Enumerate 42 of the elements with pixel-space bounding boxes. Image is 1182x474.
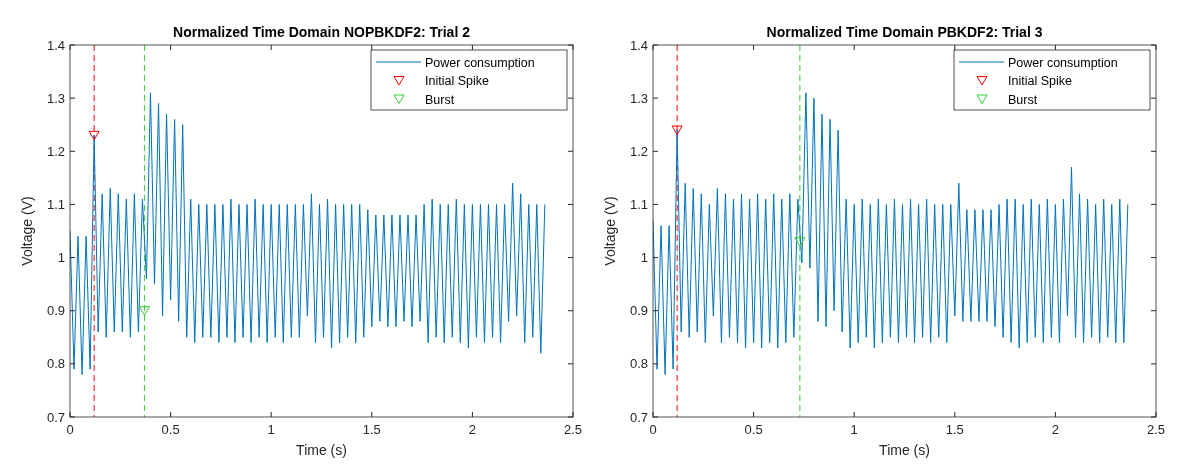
y-tick-label: 0.9 — [46, 303, 65, 319]
y-tick-label: 1 — [640, 250, 648, 266]
y-tick-label: 1.4 — [46, 37, 65, 53]
y-tick-label: 1.1 — [46, 196, 65, 212]
x-tick-label: 0.5 — [744, 422, 763, 437]
legend-label: Power consumption — [425, 55, 535, 70]
x-tick-label: 0 — [66, 422, 74, 437]
y-tick-label: 0.8 — [46, 356, 65, 372]
y-tick-label: 0.9 — [629, 303, 648, 319]
y-tick-label: 0.8 — [629, 356, 648, 372]
y-tick-label: 1.2 — [46, 143, 65, 159]
x-tick-label: 0 — [649, 422, 657, 437]
x-tick-label: 2.5 — [563, 422, 583, 437]
y-tick-label: 1.3 — [629, 90, 648, 106]
legend-label: Burst — [425, 92, 455, 107]
x-tick-label: 1.5 — [945, 422, 964, 437]
y-axis-title: Voltage (V) — [602, 196, 618, 266]
x-axis-title: Time (s) — [879, 442, 930, 458]
x-tick-label: 1 — [267, 422, 275, 437]
legend-label: Initial Spike — [425, 74, 489, 88]
x-tick-label: 0.5 — [161, 422, 180, 437]
legend-label: Power consumption — [1008, 55, 1118, 70]
chart-title: Normalized Time Domain NOPBKDF2: Trial 2 — [173, 24, 471, 40]
y-tick-label: 0.7 — [46, 409, 65, 425]
y-tick-label: 1.1 — [629, 196, 648, 212]
chart-title: Normalized Time Domain PBKDF2: Trial 3 — [766, 24, 1043, 40]
y-tick-label: 1.3 — [46, 90, 65, 106]
y-tick-label: 0.7 — [629, 409, 648, 425]
x-tick-label: 2 — [1051, 422, 1060, 437]
x-tick-label: 1 — [850, 422, 858, 437]
x-axis-title: Time (s) — [296, 442, 347, 458]
line-series — [70, 92, 546, 375]
y-axis-title: Voltage (V) — [19, 196, 35, 266]
x-tick-label: 1.5 — [362, 422, 381, 437]
x-tick-label: 2.5 — [1146, 422, 1166, 437]
line-series — [653, 92, 1129, 375]
legend-label: Burst — [1008, 92, 1038, 107]
y-tick-label: 1.4 — [629, 37, 648, 53]
legend-label: Initial Spike — [1008, 74, 1072, 88]
x-tick-label: 2 — [468, 422, 477, 437]
y-tick-label: 1.2 — [629, 143, 648, 159]
y-tick-label: 1 — [57, 250, 65, 266]
